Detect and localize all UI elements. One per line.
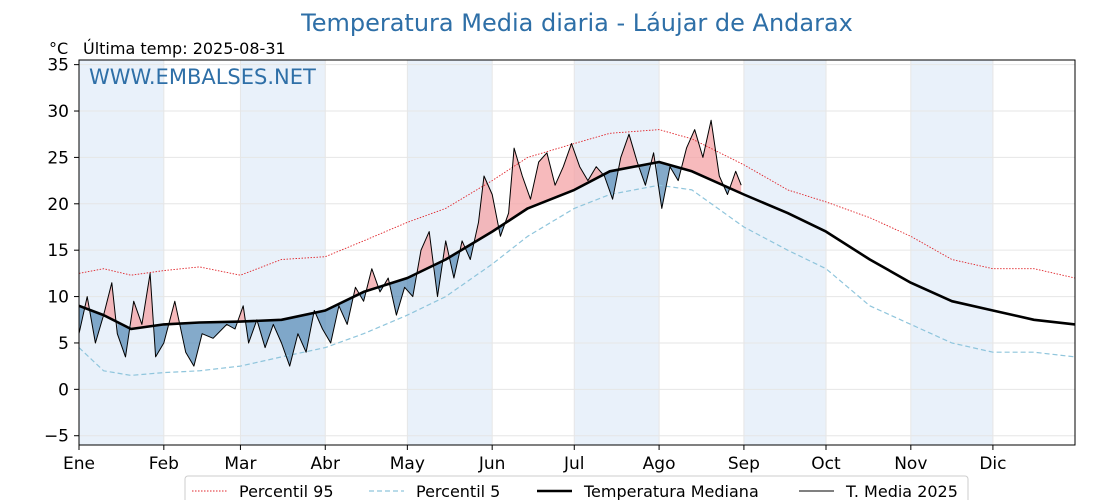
month-bands (79, 60, 993, 445)
anomaly-fill-below (89, 310, 103, 343)
plot-frame (78, 59, 1076, 446)
y-tick-label: 20 (47, 195, 69, 215)
series-line-median (78, 160, 1076, 331)
x-tick-label: Sep (728, 454, 760, 474)
anomaly-fill-above (131, 273, 153, 329)
x-tick-label: Abr (311, 454, 340, 474)
month-band (574, 60, 660, 445)
month-band (743, 60, 826, 445)
series (78, 119, 1076, 376)
x-axis: Ene Feb Mar Abr May Jun Jul Ago Sep Oct Nov Dic (63, 445, 1006, 474)
grid (78, 60, 1075, 445)
x-tick-label: Ene (63, 454, 95, 474)
month-band (240, 60, 326, 445)
anomaly-fill-above (416, 231, 434, 274)
anomaly-fill-below (180, 321, 237, 367)
anomaly-fill-below (315, 297, 353, 343)
last-temp-label: Última temp: 2025-08-31 (83, 39, 286, 58)
legend-label-median: Temperatura Mediana (583, 482, 759, 500)
anomaly-fill-below (656, 162, 681, 209)
y-tick-label: −5 (44, 427, 69, 447)
anomaly-fill-below (604, 169, 618, 200)
chart-title: Temperatura Media diaria - Láujar de And… (300, 9, 853, 37)
anomaly-fill-above (366, 268, 378, 292)
x-tick-label: Mar (224, 454, 256, 474)
anomaly-fill-below (154, 324, 168, 357)
x-tick-label: Feb (149, 454, 179, 474)
anomaly-fill-above (474, 176, 498, 243)
x-tick-label: Oct (811, 454, 841, 474)
anomaly-fill-below (389, 274, 416, 316)
x-tick-label: May (390, 454, 425, 474)
month-band (79, 60, 164, 445)
anomaly-fill-below (258, 313, 313, 367)
y-tick-label: 30 (47, 102, 69, 122)
anomaly-fill-above (442, 240, 449, 261)
legend: Percentil 95 Percentil 5 Temperatura Med… (184, 475, 969, 500)
anomaly-fill-below (449, 251, 460, 278)
anomaly-fill-above (169, 301, 179, 325)
x-tick-label: Dic (979, 454, 1006, 474)
unit-label: °C (49, 39, 68, 58)
anomaly-fill-below (639, 163, 650, 186)
y-tick-label: 5 (58, 334, 69, 354)
series-line-current (78, 119, 742, 367)
anomaly-fill-above (619, 134, 639, 170)
y-axis: −5 0 5 10 15 20 25 30 35 (44, 56, 79, 447)
series-line-p95 (78, 129, 1076, 279)
x-tick-label: Jun (478, 454, 506, 474)
series-line-p5 (78, 184, 1076, 376)
legend-label-p5: Percentil 5 (416, 482, 500, 500)
legend-box (184, 475, 969, 500)
month-band (407, 60, 493, 445)
x-tick-label: Ago (643, 454, 676, 474)
legend-label-p95: Percentil 95 (239, 482, 334, 500)
legend-label-current: T. Media 2025 (845, 482, 958, 500)
x-tick-label: Nov (894, 454, 927, 474)
y-tick-label: 35 (47, 56, 69, 76)
y-tick-label: 25 (47, 148, 69, 168)
x-tick-label: Jul (563, 454, 585, 474)
month-band (910, 60, 993, 445)
y-tick-label: 0 (58, 380, 69, 400)
watermark: WWW.EMBALSES.NET (89, 65, 316, 89)
anomaly-fill-above (730, 171, 742, 194)
y-tick-label: 15 (47, 241, 69, 261)
y-tick-label: 10 (47, 288, 69, 308)
